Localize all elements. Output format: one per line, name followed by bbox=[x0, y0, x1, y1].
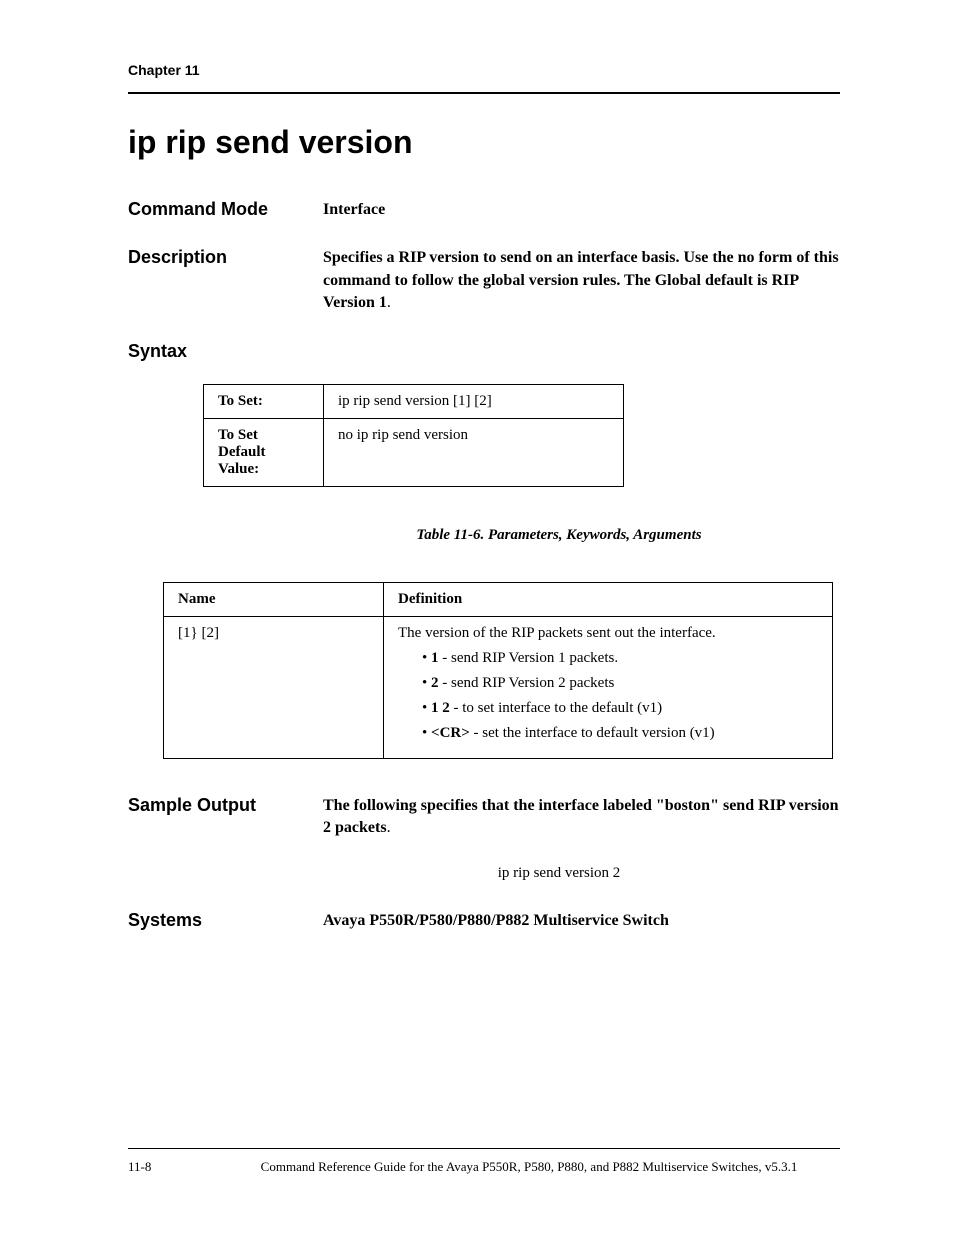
sample-output-period: . bbox=[387, 819, 391, 836]
command-mode-value: Interface bbox=[323, 199, 840, 221]
footer-row: 11-8 Command Reference Guide for the Ava… bbox=[128, 1159, 840, 1175]
footer-text: Command Reference Guide for the Avaya P5… bbox=[218, 1159, 840, 1175]
header-rule bbox=[128, 92, 840, 94]
chapter-header: Chapter 11 bbox=[128, 62, 840, 78]
systems-label: Systems bbox=[128, 910, 323, 931]
param-bullet: • <CR> - set the interface to default ve… bbox=[422, 725, 818, 742]
sample-output-text: The following specifies that the interfa… bbox=[323, 797, 839, 836]
param-bullet-text: - set the interface to default version (… bbox=[470, 725, 715, 741]
param-header-name: Name bbox=[164, 582, 384, 616]
footer-rule bbox=[128, 1148, 840, 1149]
description-text: Specifies a RIP version to send on an in… bbox=[323, 249, 839, 311]
sample-output-label: Sample Output bbox=[128, 795, 323, 816]
command-mode-row: Command Mode Interface bbox=[128, 199, 840, 221]
param-bullet: • 1 - send RIP Version 1 packets. bbox=[422, 650, 818, 667]
table-caption: Table 11-6. Parameters, Keywords, Argume… bbox=[128, 527, 840, 544]
syntax-label: Syntax bbox=[128, 341, 840, 362]
description-period: . bbox=[387, 294, 391, 311]
param-data-row: [1} [2] The version of the RIP packets s… bbox=[164, 616, 833, 758]
syntax-row: To Set Default Value: no ip rip send ver… bbox=[204, 418, 624, 486]
page-footer: 11-8 Command Reference Guide for the Ava… bbox=[128, 1148, 840, 1175]
param-name-cell: [1} [2] bbox=[164, 616, 384, 758]
param-bullet-bold: 2 bbox=[431, 675, 439, 691]
sample-command: ip rip send version 2 bbox=[278, 865, 840, 882]
syntax-row-label: To Set Default Value: bbox=[204, 418, 324, 486]
systems-value: Avaya P550R/P580/P880/P882 Multiservice … bbox=[323, 910, 840, 932]
param-bullet-bold: 1 bbox=[431, 650, 439, 666]
param-bullet-text: - send RIP Version 2 packets bbox=[439, 675, 615, 691]
param-def-first: The version of the RIP packets sent out … bbox=[398, 625, 818, 642]
sample-output-row: Sample Output The following specifies th… bbox=[128, 795, 840, 840]
command-mode-label: Command Mode bbox=[128, 199, 323, 220]
description-row: Description Specifies a RIP version to s… bbox=[128, 247, 840, 314]
description-value: Specifies a RIP version to send on an in… bbox=[323, 247, 840, 314]
systems-row: Systems Avaya P550R/P580/P880/P882 Multi… bbox=[128, 910, 840, 932]
param-table: Name Definition [1} [2] The version of t… bbox=[163, 582, 833, 759]
footer-pagenum: 11-8 bbox=[128, 1159, 218, 1175]
param-bullet: • 1 2 - to set interface to the default … bbox=[422, 700, 818, 717]
syntax-row-cmd: no ip rip send version bbox=[324, 418, 624, 486]
param-bullet-text: - to set interface to the default (v1) bbox=[450, 700, 662, 716]
param-bullet-bold: 1 2 bbox=[431, 700, 450, 716]
syntax-row-cmd: ip rip send version [1] [2] bbox=[324, 384, 624, 418]
param-def-cell: The version of the RIP packets sent out … bbox=[384, 616, 833, 758]
sample-output-value: The following specifies that the interfa… bbox=[323, 795, 840, 840]
param-header-def: Definition bbox=[384, 582, 833, 616]
param-bullet-bold: <CR> bbox=[431, 725, 470, 741]
param-bullet-text: - send RIP Version 1 packets. bbox=[439, 650, 619, 666]
param-header-row: Name Definition bbox=[164, 582, 833, 616]
syntax-row: To Set: ip rip send version [1] [2] bbox=[204, 384, 624, 418]
param-bullet: • 2 - send RIP Version 2 packets bbox=[422, 675, 818, 692]
page-title: ip rip send version bbox=[128, 124, 840, 161]
syntax-row-label: To Set: bbox=[204, 384, 324, 418]
description-label: Description bbox=[128, 247, 323, 268]
syntax-table: To Set: ip rip send version [1] [2] To S… bbox=[203, 384, 624, 487]
